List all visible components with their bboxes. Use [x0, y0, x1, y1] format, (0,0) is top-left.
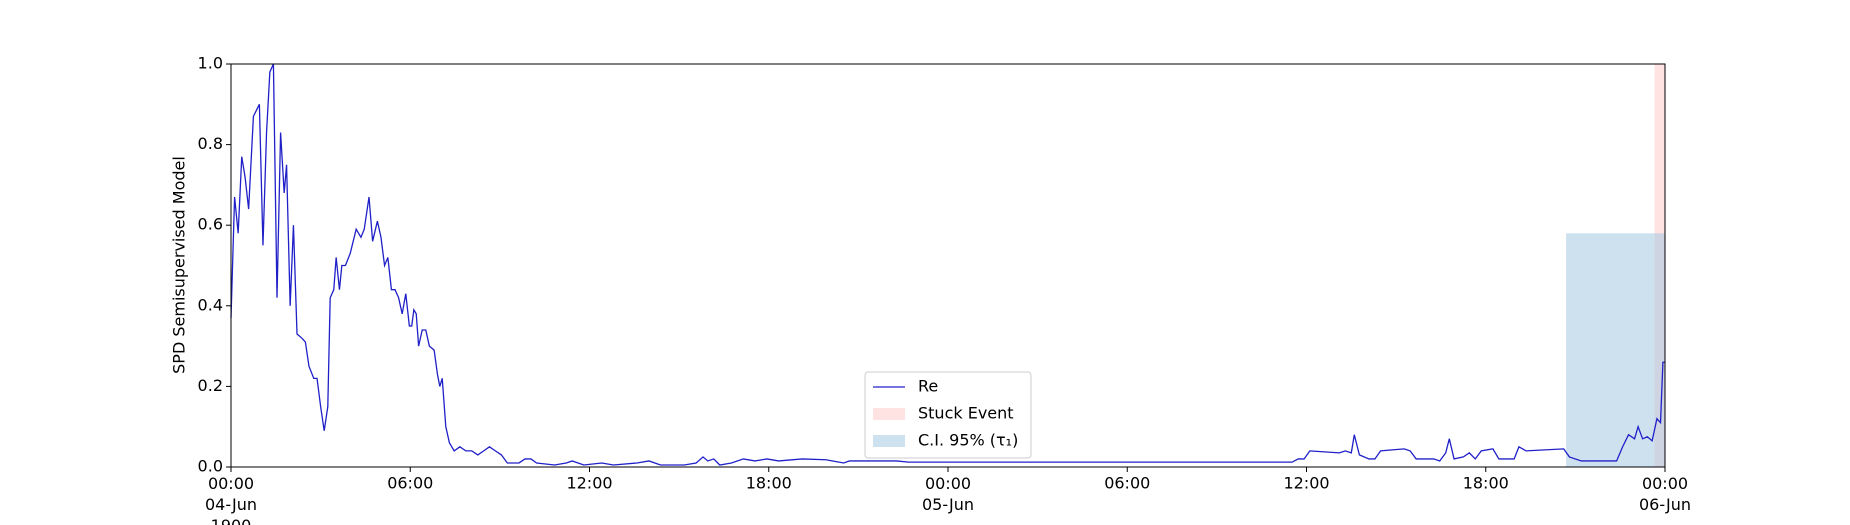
legend-box — [864, 371, 1032, 459]
y-tick-label: 0.6 — [198, 215, 223, 234]
legend-label: Stuck Event — [918, 404, 1014, 423]
legend-label: C.I. 95% (τ₁) — [918, 431, 1018, 450]
legend: Re Stuck Event C.I. 95% (τ₁) — [864, 371, 1032, 459]
y-axis-label: SPD Semisupervised Model — [170, 156, 189, 374]
legend-label: Re — [918, 377, 938, 396]
y-tick-label: 0.4 — [198, 295, 223, 314]
legend-swatch — [873, 435, 905, 447]
x-tick-label: 18:00 — [746, 474, 792, 493]
x-tick-label: 06:00 — [1104, 474, 1150, 493]
x-tick-label: 18:00 — [1463, 474, 1509, 493]
x-tick-label: 12:00 — [566, 474, 612, 493]
x-tick-label: 00:00 04-Jun 1900 — [205, 474, 257, 525]
x-tick-label: 00:00 06-Jun — [1639, 474, 1691, 514]
y-tick-label: 0.0 — [198, 457, 223, 476]
x-tick-label: 12:00 — [1283, 474, 1329, 493]
y-tick-label: 1.0 — [198, 54, 223, 73]
legend-swatch — [873, 408, 905, 420]
y-tick-label: 0.2 — [198, 376, 223, 395]
x-tick-label: 00:00 05-Jun — [922, 474, 974, 514]
band — [1566, 233, 1665, 467]
y-tick-label: 0.8 — [198, 134, 223, 153]
data-line — [230, 63, 1665, 466]
x-tick-label: 06:00 — [387, 474, 433, 493]
